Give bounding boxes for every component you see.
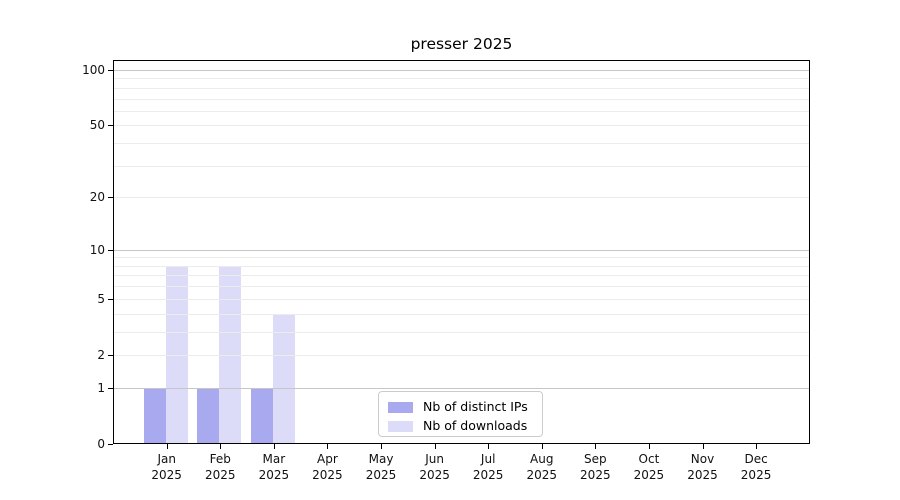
minor-gridline	[113, 354, 810, 356]
y-tick-label: 50	[89, 118, 105, 133]
x-tick-label: Jun 2025	[419, 452, 450, 482]
y-tick-label: 1	[97, 380, 105, 395]
minor-gridline	[113, 87, 810, 89]
x-tick-label: Aug 2025	[526, 452, 558, 482]
x-tick-mark	[541, 444, 543, 449]
x-tick-mark	[434, 444, 436, 449]
x-tick-label: Apr 2025	[312, 452, 343, 482]
legend-swatch-distinct-ips	[388, 401, 413, 413]
chart-title: presser 2025	[410, 35, 513, 53]
bar-downloads-mar	[272, 313, 295, 444]
minor-gridline	[113, 313, 810, 315]
legend-label-distinct-ips: Nb of distinct IPs	[423, 399, 528, 414]
x-tick-mark	[648, 444, 650, 449]
plot-area	[113, 60, 810, 444]
x-tick-mark	[220, 444, 222, 449]
minor-gridline	[113, 265, 810, 267]
legend-label-downloads: Nb of downloads	[423, 418, 528, 433]
y-tick-label: 20	[89, 190, 105, 205]
minor-gridline	[113, 143, 810, 145]
x-tick-mark	[166, 444, 168, 449]
x-tick-mark	[381, 444, 383, 449]
y-tick-label: 5	[97, 291, 105, 306]
x-tick-mark	[273, 444, 275, 449]
y-tick-label: 2	[97, 347, 105, 362]
y-tick-mark	[108, 249, 113, 251]
legend-item-distinct-ips: Nb of distinct IPs	[388, 399, 542, 415]
minor-gridline	[113, 125, 810, 127]
minor-gridline	[113, 286, 810, 288]
x-tick-label: Mar 2025	[258, 452, 290, 482]
y-tick-mark	[108, 69, 113, 71]
y-tick-mark	[108, 387, 113, 389]
y-tick-mark	[108, 444, 113, 445]
x-tick-label: Nov 2025	[687, 452, 718, 482]
bar-distinct-ips-feb	[197, 387, 220, 444]
y-tick-label: 10	[89, 242, 105, 257]
minor-gridline	[113, 110, 810, 112]
x-tick-label: Oct 2025	[633, 452, 665, 482]
legend-swatch-downloads	[388, 420, 413, 432]
y-tick-mark	[108, 298, 113, 300]
x-tick-label: Jul 2025	[472, 452, 504, 482]
y-tick-label: 0	[97, 437, 105, 451]
major-gridline	[113, 387, 810, 389]
minor-gridline	[113, 257, 810, 259]
y-tick-mark	[108, 197, 113, 199]
y-tick-mark	[108, 125, 113, 127]
legend: Nb of distinct IPs Nb of downloads	[378, 391, 543, 437]
bar-distinct-ips-jan	[143, 387, 166, 444]
x-tick-label: Jan 2025	[151, 452, 182, 482]
y-tick-label: 100	[82, 62, 105, 77]
x-tick-label: May 2025	[365, 452, 397, 482]
minor-gridline	[113, 78, 810, 80]
major-gridline	[113, 249, 810, 251]
x-tick-label: Feb 2025	[204, 452, 236, 482]
x-tick-mark	[488, 444, 490, 449]
minor-gridline	[113, 298, 810, 300]
legend-item-downloads: Nb of downloads	[388, 418, 542, 434]
x-tick-label: Sep 2025	[580, 452, 611, 482]
x-tick-mark	[327, 444, 329, 449]
minor-gridline	[113, 197, 810, 199]
minor-gridline	[113, 98, 810, 100]
bar-distinct-ips-mar	[250, 387, 273, 444]
x-tick-mark	[595, 444, 597, 449]
x-tick-label: Dec 2025	[740, 452, 772, 482]
y-tick-mark	[108, 354, 113, 356]
x-tick-mark	[702, 444, 704, 449]
minor-gridline	[113, 165, 810, 167]
major-gridline	[113, 69, 810, 71]
minor-gridline	[113, 275, 810, 277]
minor-gridline	[113, 331, 810, 333]
x-tick-mark	[756, 444, 758, 449]
